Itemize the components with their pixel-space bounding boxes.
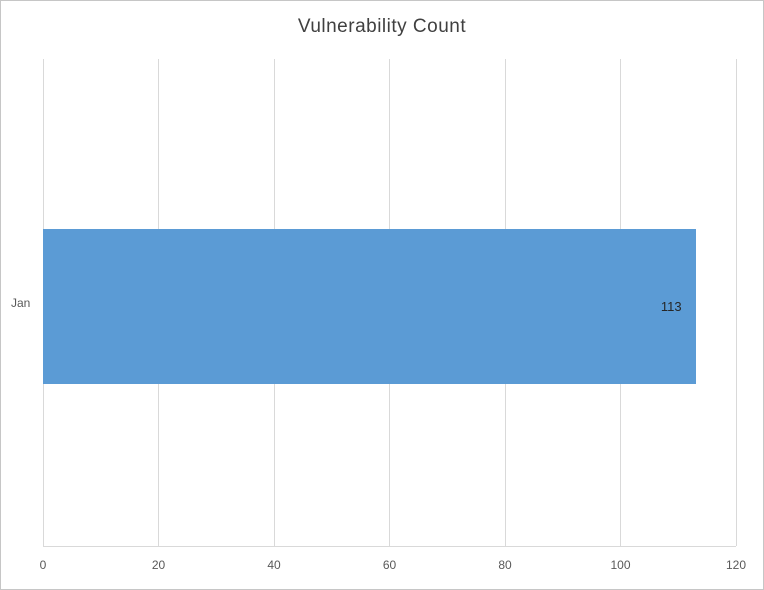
- plot-area: 113: [42, 59, 737, 547]
- x-tick-label: 0: [39, 558, 47, 572]
- x-tick-label: 60: [382, 558, 397, 572]
- x-tick-label: 20: [151, 558, 166, 572]
- x-tick-label: 120: [725, 558, 747, 572]
- y-tick-label: Jan: [11, 295, 31, 310]
- bar-jan[interactable]: 113: [43, 228, 696, 384]
- gridline: [735, 59, 737, 546]
- x-tick-label: 80: [498, 558, 512, 572]
- x-axis-labels: 0 20 40 60 80 100 120: [39, 558, 746, 578]
- x-tick-label: 100: [610, 558, 631, 572]
- bar-data-label: 113: [660, 298, 682, 314]
- chart-title: Vulnerability Count: [297, 16, 467, 37]
- y-axis-labels: Jan: [1, 59, 37, 546]
- x-tick-label: 40: [267, 558, 281, 572]
